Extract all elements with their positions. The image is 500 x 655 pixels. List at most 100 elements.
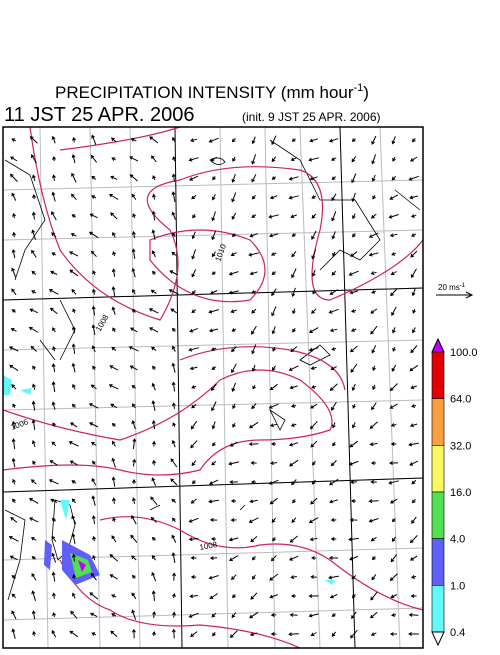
wind-arrow [51, 135, 56, 144]
wind-arrow [411, 233, 417, 237]
wind-arrow [52, 327, 56, 333]
wind-arrow [131, 555, 137, 561]
wind-arrow [370, 325, 378, 335]
wind-arrow [332, 422, 336, 429]
wind-arrow [90, 572, 97, 581]
wind-arrow [90, 384, 97, 390]
wind-arrow [369, 442, 378, 447]
wind-arrow [289, 385, 298, 390]
wind-arrow [190, 631, 198, 638]
wind-arrow [69, 460, 78, 466]
wind-arrow [230, 252, 237, 256]
wind-arrow [328, 138, 339, 143]
wind-arrow [231, 192, 237, 203]
wind-arrow [268, 479, 279, 485]
wind-arrow [411, 138, 416, 143]
reference-vector: 20 ms-1 [436, 283, 474, 299]
wind-arrow [131, 609, 137, 620]
wind-arrow [350, 480, 357, 485]
wind-arrow [210, 347, 217, 351]
wind-arrow [232, 156, 236, 162]
wind-arrow [392, 346, 396, 352]
wind-arrow [350, 328, 357, 332]
wind-arrow [211, 230, 217, 241]
wind-arrow [308, 327, 319, 333]
wind-arrow [311, 249, 317, 260]
wind-arrow [332, 251, 336, 257]
wind-arrow [11, 593, 17, 599]
wind-arrow [310, 632, 317, 636]
colorbar-label: 0.4 [450, 627, 465, 639]
wind-arrow [330, 157, 337, 161]
wind-arrow [388, 214, 399, 219]
wind-arrow [51, 592, 56, 599]
wind-arrow [251, 290, 257, 294]
reference-label: 20 ms-1 [438, 283, 466, 292]
wind-arrow [250, 592, 258, 600]
wind-arrow [230, 518, 237, 522]
wind-arrow [408, 442, 419, 447]
wind-arrow [92, 270, 96, 276]
wind-arrow [48, 289, 59, 295]
wind-arrow [231, 574, 237, 580]
wind-arrow [288, 555, 299, 561]
wind-arrow [69, 630, 79, 638]
wind-arrow [332, 442, 336, 447]
wind-arrow [368, 232, 379, 238]
wind-arrow [268, 214, 279, 219]
wind-arrow [31, 211, 36, 220]
wind-arrow [228, 271, 239, 276]
wind-arrow [391, 136, 396, 145]
wind-arrow [51, 401, 56, 410]
wind-arrow [88, 231, 99, 239]
wind-arrow [351, 156, 357, 163]
wind-arrow [112, 250, 116, 257]
wind-arrow [291, 233, 296, 237]
wind-arrow [9, 173, 18, 182]
wind-arrow [192, 289, 196, 295]
wind-arrow [111, 268, 116, 277]
wind-arrow [29, 136, 38, 144]
contour-label: 1008 [199, 540, 219, 552]
wind-arrow [311, 479, 316, 485]
wind-arrow [368, 499, 379, 504]
wind-arrow [411, 516, 417, 524]
wind-arrow [228, 555, 239, 561]
wind-arrow [408, 631, 419, 636]
wind-arrow [352, 422, 356, 429]
wind-arrow [71, 515, 77, 525]
wind-arrow [51, 363, 56, 372]
wind-arrow [68, 441, 79, 447]
wind-arrow [152, 175, 156, 181]
wind-arrow [291, 138, 296, 142]
wind-arrow [211, 271, 216, 275]
wind-arrow [192, 214, 196, 219]
wind-arrow [28, 326, 39, 333]
wind-arrow [51, 441, 57, 447]
wind-arrow [271, 156, 277, 163]
wind-arrow [32, 630, 36, 637]
wind-arrow [11, 384, 17, 390]
wind-arrow [331, 613, 336, 618]
wind-arrow [209, 479, 219, 485]
wind-arrow [348, 537, 359, 542]
wind-arrow [31, 590, 36, 601]
wind-arrow [111, 497, 116, 504]
wind-arrow [151, 210, 156, 221]
wind-arrow [110, 403, 118, 409]
wind-arrow [410, 268, 417, 279]
wind-arrow [88, 422, 99, 428]
wind-arrow [389, 233, 398, 238]
wind-arrow [51, 552, 57, 563]
wind-arrow [311, 308, 317, 314]
wind-arrow [129, 327, 138, 333]
wind-arrow [212, 632, 216, 637]
wind-arrow [71, 553, 76, 562]
wind-arrow [111, 457, 116, 468]
wind-arrow [110, 212, 118, 220]
wind-arrow [112, 440, 116, 447]
wind-arrow [150, 496, 158, 506]
wind-arrow [330, 366, 337, 371]
wind-arrow [190, 498, 197, 504]
